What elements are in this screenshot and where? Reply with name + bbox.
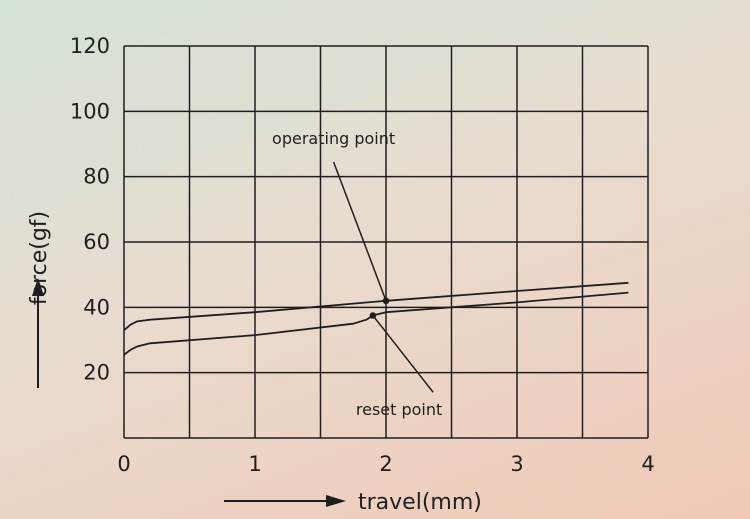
series-line-reset <box>123 291 629 356</box>
operating-point-marker <box>382 297 390 305</box>
y-axis-label-group: force(gf) <box>27 211 52 388</box>
x-tick-label: 4 <box>641 452 654 476</box>
y-axis-label: force(gf) <box>27 211 52 305</box>
grid <box>123 45 649 439</box>
operating-point-label: operating point <box>272 129 395 148</box>
series-lines <box>123 281 629 356</box>
x-tick-label: 2 <box>379 452 392 476</box>
reset-point-marker <box>369 312 377 319</box>
y-tick-label: 60 <box>83 230 110 254</box>
y-tick-label: 80 <box>83 165 110 189</box>
x-tick-labels: 0 1 2 3 4 <box>117 452 654 476</box>
x-tick-label: 1 <box>248 452 261 476</box>
series-line-operating <box>123 281 629 331</box>
y-tick-label: 120 <box>70 34 110 58</box>
y-axis-arrow-head <box>32 278 44 296</box>
x-tick-label: 3 <box>510 452 523 476</box>
annotation-leader-line <box>332 161 387 302</box>
x-axis-arrow-head <box>326 495 346 507</box>
x-tick-label: 0 <box>117 452 130 476</box>
reset-point-label: reset point <box>356 400 442 419</box>
y-tick-label: 40 <box>83 295 110 319</box>
x-axis-label: travel(mm) <box>358 490 482 515</box>
annotation-leader-line <box>372 315 434 393</box>
y-tick-label: 100 <box>70 99 110 123</box>
annotations: operating point reset point <box>272 129 442 419</box>
y-tick-label: 20 <box>83 361 110 385</box>
x-axis-label-group: travel(mm) <box>224 490 482 515</box>
y-tick-labels: 20 40 60 80 100 120 <box>70 34 110 385</box>
